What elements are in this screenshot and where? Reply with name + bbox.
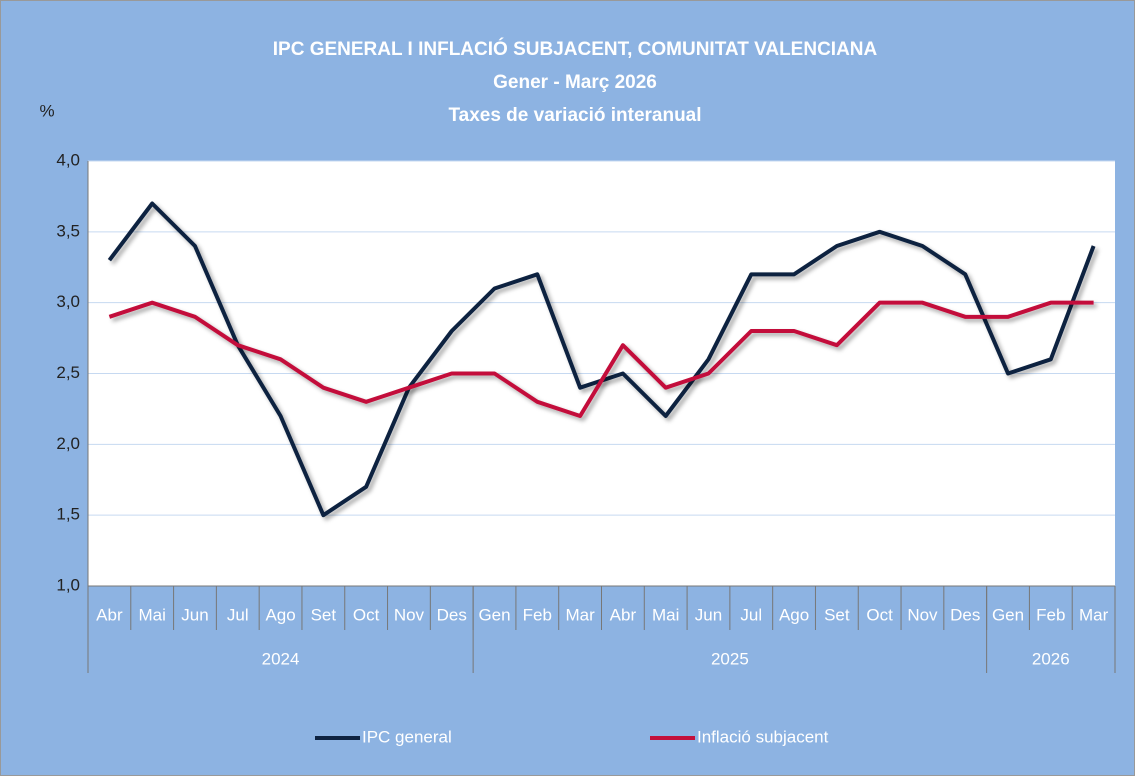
x-tick-label: Jun bbox=[695, 605, 722, 624]
y-tick-label: 2,5 bbox=[56, 363, 80, 382]
x-tick-label: Gen bbox=[478, 605, 510, 624]
y-tick-label: 1,0 bbox=[56, 575, 80, 594]
x-tick-label: Set bbox=[311, 605, 337, 624]
x-tick-label: Gen bbox=[992, 605, 1024, 624]
chart-title: IPC GENERAL I INFLACIÓ SUBJACENT, COMUNI… bbox=[273, 38, 878, 60]
y-axis-label: % bbox=[39, 101, 54, 120]
y-tick-label: 3,0 bbox=[56, 292, 80, 311]
x-tick-label: Nov bbox=[394, 605, 425, 624]
chart-subtitle: Gener - Març 2026 bbox=[493, 72, 657, 93]
x-tick-label: Abr bbox=[610, 605, 637, 624]
x-tick-label: Ago bbox=[779, 605, 809, 624]
y-tick-label: 3,5 bbox=[56, 221, 80, 240]
x-tick-label: Set bbox=[824, 605, 850, 624]
y-tick-label: 1,5 bbox=[56, 505, 80, 524]
chart-subtitle: Taxes de variació interanual bbox=[448, 105, 701, 126]
x-tick-label: Mai bbox=[652, 605, 679, 624]
group-label: 2024 bbox=[262, 649, 300, 668]
x-tick-label: Des bbox=[950, 605, 980, 624]
x-tick-label: Feb bbox=[523, 605, 552, 624]
x-tick-label: Nov bbox=[907, 605, 938, 624]
x-tick-label: Mai bbox=[138, 605, 165, 624]
x-tick-label: Abr bbox=[96, 605, 123, 624]
x-tick-label: Ago bbox=[265, 605, 295, 624]
y-tick-label: 4,0 bbox=[56, 150, 80, 169]
x-tick-label: Oct bbox=[353, 605, 380, 624]
x-tick-label: Des bbox=[437, 605, 467, 624]
group-label: 2025 bbox=[711, 649, 749, 668]
y-tick-label: 2,0 bbox=[56, 434, 80, 453]
series-line bbox=[108, 300, 1094, 418]
x-tick-label: Mar bbox=[1079, 605, 1109, 624]
x-tick-label: Jul bbox=[227, 605, 249, 624]
legend-label: IPC general bbox=[362, 727, 452, 746]
x-tick-label: Feb bbox=[1036, 605, 1065, 624]
x-tick-label: Oct bbox=[866, 605, 893, 624]
x-tick-label: Mar bbox=[565, 605, 595, 624]
group-label: 2026 bbox=[1032, 649, 1070, 668]
legend-label: Inflació subjacent bbox=[697, 727, 829, 746]
x-tick-label: Jun bbox=[181, 605, 208, 624]
x-tick-label: Jul bbox=[740, 605, 762, 624]
